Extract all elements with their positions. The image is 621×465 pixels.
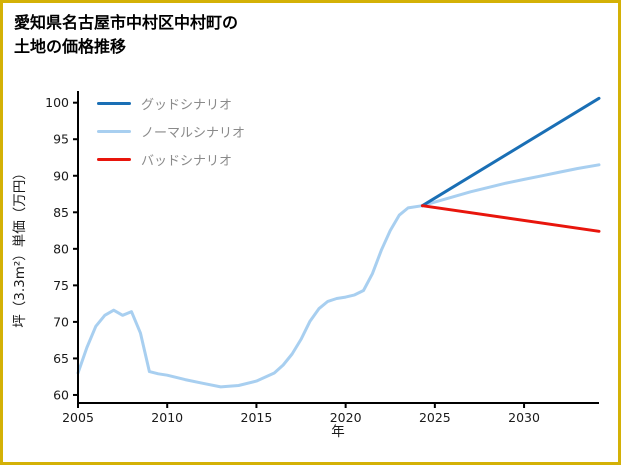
x-tick-label: 2025 <box>419 410 451 425</box>
y-tick-label: 65 <box>53 351 69 366</box>
y-axis-label: 坪（3.3m²）単価（万円） <box>12 166 28 328</box>
axes-group: 2005 2010 2015 2020 2025 2030 60 65 70 75 80 85 90 95… <box>45 91 599 425</box>
bad-scenario-line-swatch <box>97 157 131 161</box>
y-tick-label: 75 <box>53 278 69 293</box>
y-tick-label: 90 <box>53 168 69 183</box>
y-tick-label: 60 <box>53 387 69 402</box>
x-axis-label: 年 <box>331 424 345 440</box>
good-scenario-line-swatch <box>97 101 131 105</box>
x-tick-label: 2020 <box>330 410 362 425</box>
y-tick-label: 95 <box>53 132 69 147</box>
legend-item-normal-scenario: ノーマルシナリオ <box>97 123 246 141</box>
y-tick-label: 70 <box>53 314 69 329</box>
legend-item-good-scenario: グッドシナリオ <box>97 95 245 113</box>
series-line-2 <box>420 204 601 233</box>
series-line-0 <box>420 96 601 208</box>
legend-label-good-scenario: グッドシナリオ <box>141 97 233 113</box>
legend-label-normal-scenario: ノーマルシナリオ <box>141 125 246 141</box>
x-tick-label: 2010 <box>151 410 183 425</box>
legend-item-bad-scenario: バッドシナリオ <box>97 151 245 169</box>
chart-title: 愛知県名古屋市中村区中村町の 土地の価格推移 <box>14 13 239 56</box>
y-tick-label: 80 <box>53 241 69 256</box>
x-tick-label: 2030 <box>508 410 540 425</box>
x-tick-label: 2015 <box>241 410 273 425</box>
y-tick-label: 85 <box>53 205 69 220</box>
series-line-1 <box>76 163 601 389</box>
legend-label-bad-scenario: バッドシナリオ <box>141 153 233 169</box>
y-tick-label: 100 <box>45 95 69 110</box>
normal-scenario-line-swatch <box>97 129 131 133</box>
legend: グッドシナリオ ノーマルシナリオ バッドシナリオ <box>97 95 246 169</box>
x-tick-label: 2005 <box>62 410 94 425</box>
price-trend-chart: 2005 2010 2015 2020 2025 2030 60 65 70 75 80 85 90 95… <box>12 91 601 440</box>
series-group <box>76 96 601 389</box>
